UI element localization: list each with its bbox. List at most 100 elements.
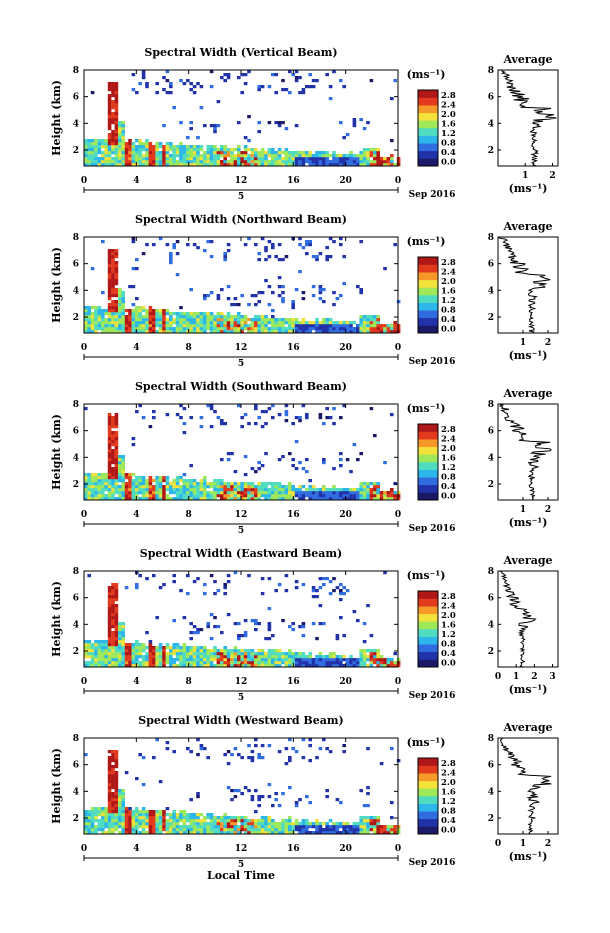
heatmap-cell bbox=[84, 479, 88, 482]
colorbar-swatch bbox=[418, 151, 438, 159]
heatmap-cell bbox=[152, 148, 156, 151]
heatmap-cell bbox=[108, 151, 112, 154]
heatmap-cell bbox=[179, 142, 183, 145]
heatmap-cell bbox=[121, 455, 125, 458]
heatmap-cell bbox=[149, 485, 153, 488]
avg-x-tick-label: 2 bbox=[545, 839, 551, 849]
heatmap-cell bbox=[142, 315, 146, 318]
colorbar-swatch bbox=[418, 295, 438, 303]
heatmap-cell bbox=[261, 324, 265, 327]
heatmap-cell bbox=[274, 482, 278, 485]
heatmap-cell bbox=[288, 151, 292, 154]
heatmap-cell bbox=[312, 494, 316, 497]
heatmap-cell bbox=[155, 82, 159, 85]
heatmap-cell bbox=[135, 640, 139, 643]
heatmap-cell bbox=[115, 765, 119, 768]
heatmap-cell bbox=[315, 321, 319, 324]
heatmap-cell bbox=[308, 154, 312, 157]
heatmap-cell bbox=[115, 306, 119, 309]
heatmap-cell bbox=[261, 491, 265, 494]
heatmap-cell bbox=[251, 750, 255, 753]
heatmap-cell bbox=[128, 148, 132, 151]
heatmap-cell bbox=[176, 485, 180, 488]
heatmap-cell bbox=[94, 819, 98, 822]
heatmap-cell bbox=[206, 321, 210, 324]
heatmap-cell bbox=[152, 315, 156, 318]
heatmap-cell bbox=[94, 640, 98, 643]
heatmap-cell bbox=[172, 822, 176, 825]
heatmap-cell bbox=[370, 658, 374, 661]
heatmap-cell bbox=[101, 240, 105, 243]
heatmap-cell bbox=[118, 810, 122, 813]
heatmap-cell bbox=[288, 160, 292, 163]
heatmap-cell bbox=[227, 321, 231, 324]
heatmap-cell bbox=[115, 130, 119, 133]
x-tick-label: 12 bbox=[235, 343, 248, 353]
heatmap-cell bbox=[281, 822, 285, 825]
heatmap-cell bbox=[223, 592, 227, 595]
heatmap-cell bbox=[159, 646, 163, 649]
heatmap-cell bbox=[383, 324, 387, 327]
heatmap-cell bbox=[240, 792, 244, 795]
heatmap-cell bbox=[87, 306, 91, 309]
heatmap-cell bbox=[111, 148, 115, 151]
heatmap-cell bbox=[264, 452, 268, 455]
heatmap-cell bbox=[111, 828, 115, 831]
heatmap-cell bbox=[217, 485, 221, 488]
colorbar-swatch bbox=[418, 773, 438, 781]
heatmap-cell bbox=[84, 753, 88, 756]
heatmap-cell bbox=[104, 646, 108, 649]
heatmap-cell bbox=[319, 324, 323, 327]
heatmap-cell bbox=[108, 777, 112, 780]
heatmap-cell bbox=[220, 485, 224, 488]
heatmap-cell bbox=[376, 157, 380, 160]
heatmap-cell bbox=[111, 494, 115, 497]
heatmap-cell bbox=[247, 756, 251, 759]
heatmap-cell bbox=[149, 312, 153, 315]
heatmap-cell bbox=[203, 583, 207, 586]
heatmap-cell bbox=[363, 157, 367, 160]
x-tick-label: 0 bbox=[81, 510, 87, 520]
heatmap-cell bbox=[115, 97, 119, 100]
heatmap-cell bbox=[356, 658, 360, 661]
y-tick-label: 2 bbox=[73, 814, 79, 824]
heatmap-cell bbox=[308, 825, 312, 828]
heatmap-cell bbox=[111, 646, 115, 649]
heatmap-cell bbox=[200, 747, 204, 750]
heatmap-cell bbox=[104, 482, 108, 485]
heatmap-cell bbox=[247, 491, 251, 494]
heatmap-cell bbox=[268, 255, 272, 258]
heatmap-cell bbox=[223, 321, 227, 324]
heatmap-cell bbox=[240, 157, 244, 160]
heatmap-cell bbox=[189, 655, 193, 658]
heatmap-cell bbox=[298, 488, 302, 491]
heatmap-cell bbox=[342, 282, 346, 285]
heatmap-cell bbox=[104, 324, 108, 327]
heatmap-cell bbox=[359, 661, 363, 664]
heatmap-cell bbox=[101, 643, 105, 646]
heatmap-cell bbox=[206, 315, 210, 318]
heatmap-cell bbox=[121, 133, 125, 136]
heatmap-cell bbox=[203, 476, 207, 479]
heatmap-cell bbox=[264, 637, 268, 640]
heatmap-cell bbox=[149, 154, 153, 157]
heatmap-cell bbox=[149, 494, 153, 497]
heatmap-cell bbox=[339, 491, 343, 494]
heatmap-cell bbox=[251, 658, 255, 661]
heatmap-cell bbox=[121, 491, 125, 494]
heatmap-cell bbox=[271, 634, 275, 637]
heatmap-cell bbox=[295, 488, 299, 491]
heatmap-cell bbox=[339, 658, 343, 661]
heatmap-cell bbox=[111, 798, 115, 801]
heatmap-cell bbox=[234, 318, 238, 321]
heatmap-cell bbox=[115, 658, 119, 661]
y-tick-label: 8 bbox=[73, 400, 79, 410]
heatmap-cell bbox=[183, 407, 187, 410]
heatmap-cell bbox=[359, 649, 363, 652]
heatmap-cell bbox=[118, 631, 122, 634]
heatmap-cell bbox=[373, 816, 377, 819]
avg-x-tick-label: 1 bbox=[522, 171, 528, 181]
heatmap-cell bbox=[363, 154, 367, 157]
heatmap-cell bbox=[108, 109, 112, 112]
heatmap-cell bbox=[152, 491, 156, 494]
